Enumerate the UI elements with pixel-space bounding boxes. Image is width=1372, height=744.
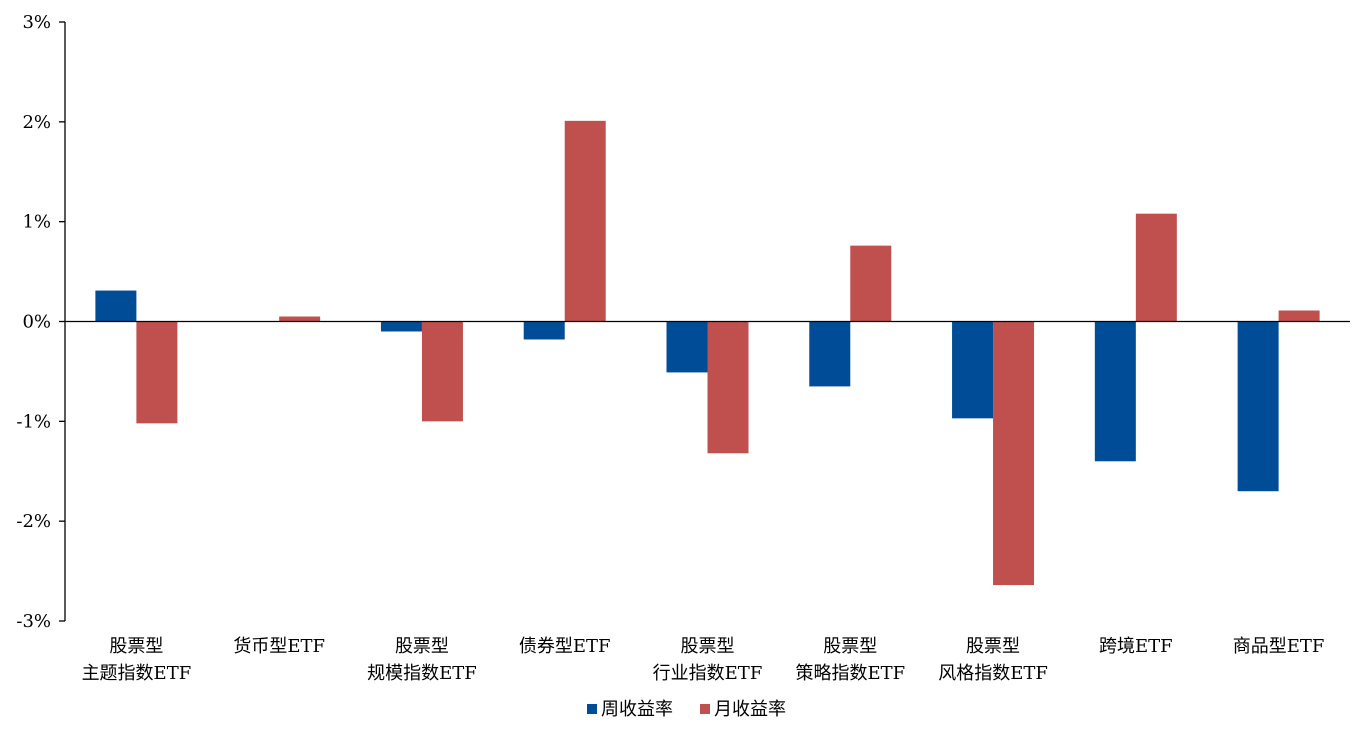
legend-swatch bbox=[700, 704, 710, 714]
x-category-label: 风格指数ETF bbox=[938, 663, 1048, 684]
bar-monthly bbox=[707, 321, 749, 454]
x-category-label: 主题指数ETF bbox=[82, 663, 192, 684]
x-category-label: 股票型 bbox=[681, 636, 735, 657]
x-category-label: 商品型ETF bbox=[1233, 636, 1325, 657]
bar-weekly bbox=[666, 321, 708, 373]
y-tick-label: 3% bbox=[22, 12, 51, 33]
x-category-label: 股票型 bbox=[966, 636, 1020, 657]
bar-weekly bbox=[1094, 321, 1136, 462]
legend-label: 月收益率 bbox=[714, 699, 786, 720]
bars bbox=[95, 120, 1320, 586]
x-category-label: 策略指数ETF bbox=[795, 663, 905, 684]
bar-monthly bbox=[850, 245, 892, 322]
y-tick-label: -2% bbox=[16, 511, 51, 532]
x-category-label: 股票型 bbox=[109, 636, 163, 657]
y-tick-label: -1% bbox=[16, 411, 51, 432]
bar-monthly bbox=[1135, 213, 1177, 322]
legend: 周收益率 月收益率 bbox=[587, 699, 786, 720]
bar-monthly bbox=[421, 321, 463, 422]
y-tick-label: -3% bbox=[16, 611, 51, 632]
bar-weekly bbox=[1237, 321, 1279, 492]
x-category-label: 跨境ETF bbox=[1099, 636, 1173, 657]
legend-swatch bbox=[587, 704, 597, 714]
bar-weekly bbox=[380, 321, 422, 332]
bar-monthly bbox=[564, 120, 606, 322]
y-axis: 3% 2% 1% 0% -1% -2% -3% bbox=[16, 12, 66, 632]
y-tick-label: 0% bbox=[22, 312, 51, 333]
x-category-label: 规模指数ETF bbox=[367, 663, 477, 684]
bar-weekly bbox=[952, 321, 994, 419]
bar-monthly bbox=[136, 321, 178, 424]
legend-label: 周收益率 bbox=[601, 699, 673, 720]
bar-weekly bbox=[95, 290, 137, 322]
bar-weekly bbox=[809, 321, 851, 387]
bar-monthly bbox=[1278, 310, 1320, 322]
x-category-label: 债券型ETF bbox=[519, 636, 611, 657]
bar-weekly bbox=[523, 321, 565, 340]
bar-monthly bbox=[279, 316, 321, 322]
x-category-label: 股票型 bbox=[395, 636, 449, 657]
x-category-label: 行业指数ETF bbox=[653, 663, 763, 684]
x-category-label: 货币型ETF bbox=[233, 636, 325, 657]
bar-monthly bbox=[993, 321, 1035, 586]
y-tick-label: 2% bbox=[22, 112, 51, 133]
x-category-label: 股票型 bbox=[823, 636, 877, 657]
y-tick-label: 1% bbox=[22, 212, 51, 233]
